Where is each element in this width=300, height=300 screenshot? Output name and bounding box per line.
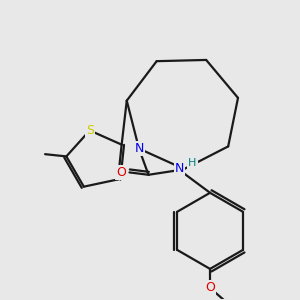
Text: O: O <box>116 166 126 179</box>
Text: N: N <box>134 142 144 155</box>
Text: O: O <box>205 281 215 294</box>
Text: H: H <box>188 158 197 168</box>
Text: S: S <box>86 124 94 137</box>
Text: N: N <box>175 162 184 175</box>
